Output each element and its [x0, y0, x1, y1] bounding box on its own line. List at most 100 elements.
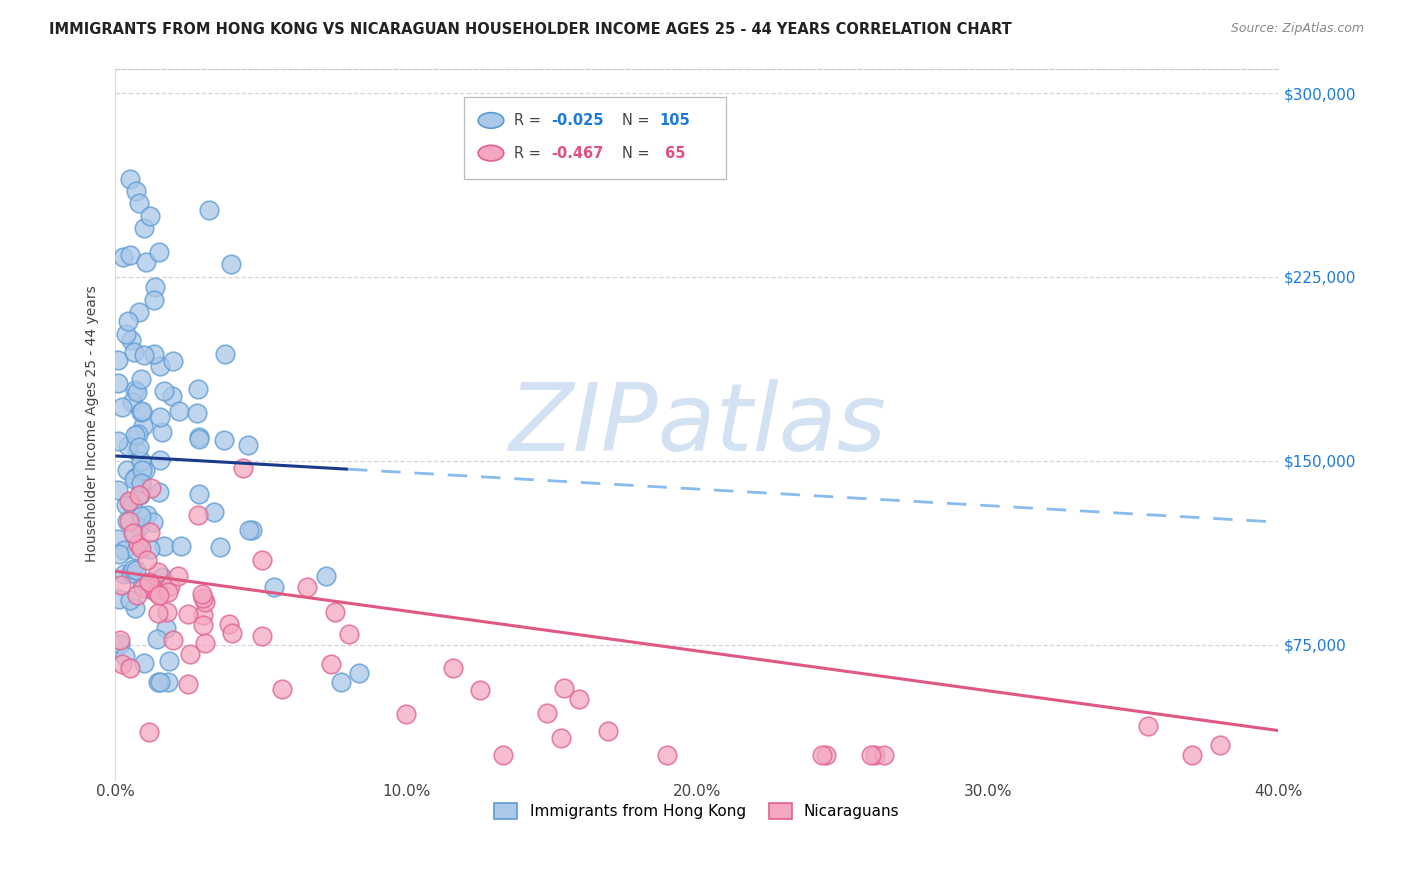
Point — [149, 359, 172, 374]
Point — [125, 589, 148, 603]
Point — [197, 202, 219, 217]
Point — [149, 410, 172, 425]
Point — [295, 580, 318, 594]
Point — [167, 403, 190, 417]
Point — [115, 514, 138, 528]
Text: 105: 105 — [659, 113, 690, 128]
Point — [118, 493, 141, 508]
Point — [117, 439, 139, 453]
Point — [155, 622, 177, 636]
Text: -0.025: -0.025 — [551, 113, 605, 128]
Point — [107, 352, 129, 367]
Point — [187, 382, 209, 396]
Point — [212, 433, 235, 447]
FancyBboxPatch shape — [464, 97, 725, 178]
Point — [112, 250, 135, 264]
Point — [179, 647, 201, 661]
Y-axis label: Householder Income Ages 25 - 44 years: Householder Income Ages 25 - 44 years — [86, 285, 100, 563]
Point — [132, 581, 155, 595]
Point — [193, 591, 215, 606]
Point — [238, 524, 260, 538]
Point — [811, 748, 834, 763]
Point — [145, 586, 167, 600]
Text: N =: N = — [623, 145, 655, 161]
Point — [120, 566, 142, 580]
Point — [873, 748, 896, 763]
Point — [124, 428, 146, 442]
Point — [107, 483, 129, 497]
Point — [110, 578, 132, 592]
Text: 65: 65 — [659, 145, 685, 161]
Point — [129, 405, 152, 419]
Point — [553, 681, 575, 695]
Point — [492, 748, 515, 763]
Point — [252, 553, 274, 567]
Point — [125, 385, 148, 400]
Point — [132, 656, 155, 670]
Point — [250, 629, 273, 643]
Point — [128, 305, 150, 319]
Point — [150, 570, 173, 584]
Point — [191, 587, 214, 601]
Point — [550, 731, 572, 745]
Point — [131, 578, 153, 592]
Point — [238, 438, 260, 452]
Point — [232, 460, 254, 475]
Point — [111, 401, 134, 415]
Point — [270, 682, 292, 697]
Point — [124, 600, 146, 615]
Point — [134, 463, 156, 477]
Point — [128, 488, 150, 502]
Point — [146, 565, 169, 579]
Text: R =: R = — [515, 145, 546, 161]
Point — [129, 454, 152, 468]
Point — [112, 566, 135, 581]
Point — [143, 347, 166, 361]
Point — [139, 524, 162, 539]
Point — [177, 677, 200, 691]
Point — [441, 661, 464, 675]
Point — [122, 472, 145, 486]
Point — [122, 526, 145, 541]
Point — [114, 649, 136, 664]
Point — [863, 748, 886, 763]
Point — [139, 542, 162, 557]
Point — [152, 384, 174, 398]
Point — [118, 660, 141, 674]
Point — [127, 444, 149, 458]
Point — [157, 654, 180, 668]
Point — [143, 280, 166, 294]
Point — [468, 683, 491, 698]
Point — [208, 540, 231, 554]
Point — [186, 406, 208, 420]
Point — [117, 314, 139, 328]
Point — [1136, 719, 1159, 733]
Point — [128, 520, 150, 534]
Text: Source: ZipAtlas.com: Source: ZipAtlas.com — [1230, 22, 1364, 36]
Point — [121, 498, 143, 512]
Point — [136, 553, 159, 567]
Circle shape — [478, 112, 503, 128]
Point — [131, 404, 153, 418]
Point — [263, 580, 285, 594]
Point — [315, 569, 337, 583]
Point — [139, 481, 162, 495]
Point — [142, 293, 165, 307]
Point — [139, 582, 162, 596]
Text: ZIPatlas: ZIPatlas — [508, 378, 886, 469]
Point — [142, 515, 165, 529]
Point — [219, 257, 242, 271]
Point — [120, 333, 142, 347]
Point — [125, 543, 148, 558]
Point — [110, 637, 132, 651]
Point — [598, 724, 620, 739]
Point — [860, 748, 883, 763]
Point — [162, 354, 184, 368]
Point — [115, 463, 138, 477]
Point — [121, 395, 143, 409]
Point — [149, 452, 172, 467]
Point — [536, 706, 558, 720]
Point — [118, 593, 141, 607]
Point — [148, 588, 170, 602]
Point — [160, 389, 183, 403]
